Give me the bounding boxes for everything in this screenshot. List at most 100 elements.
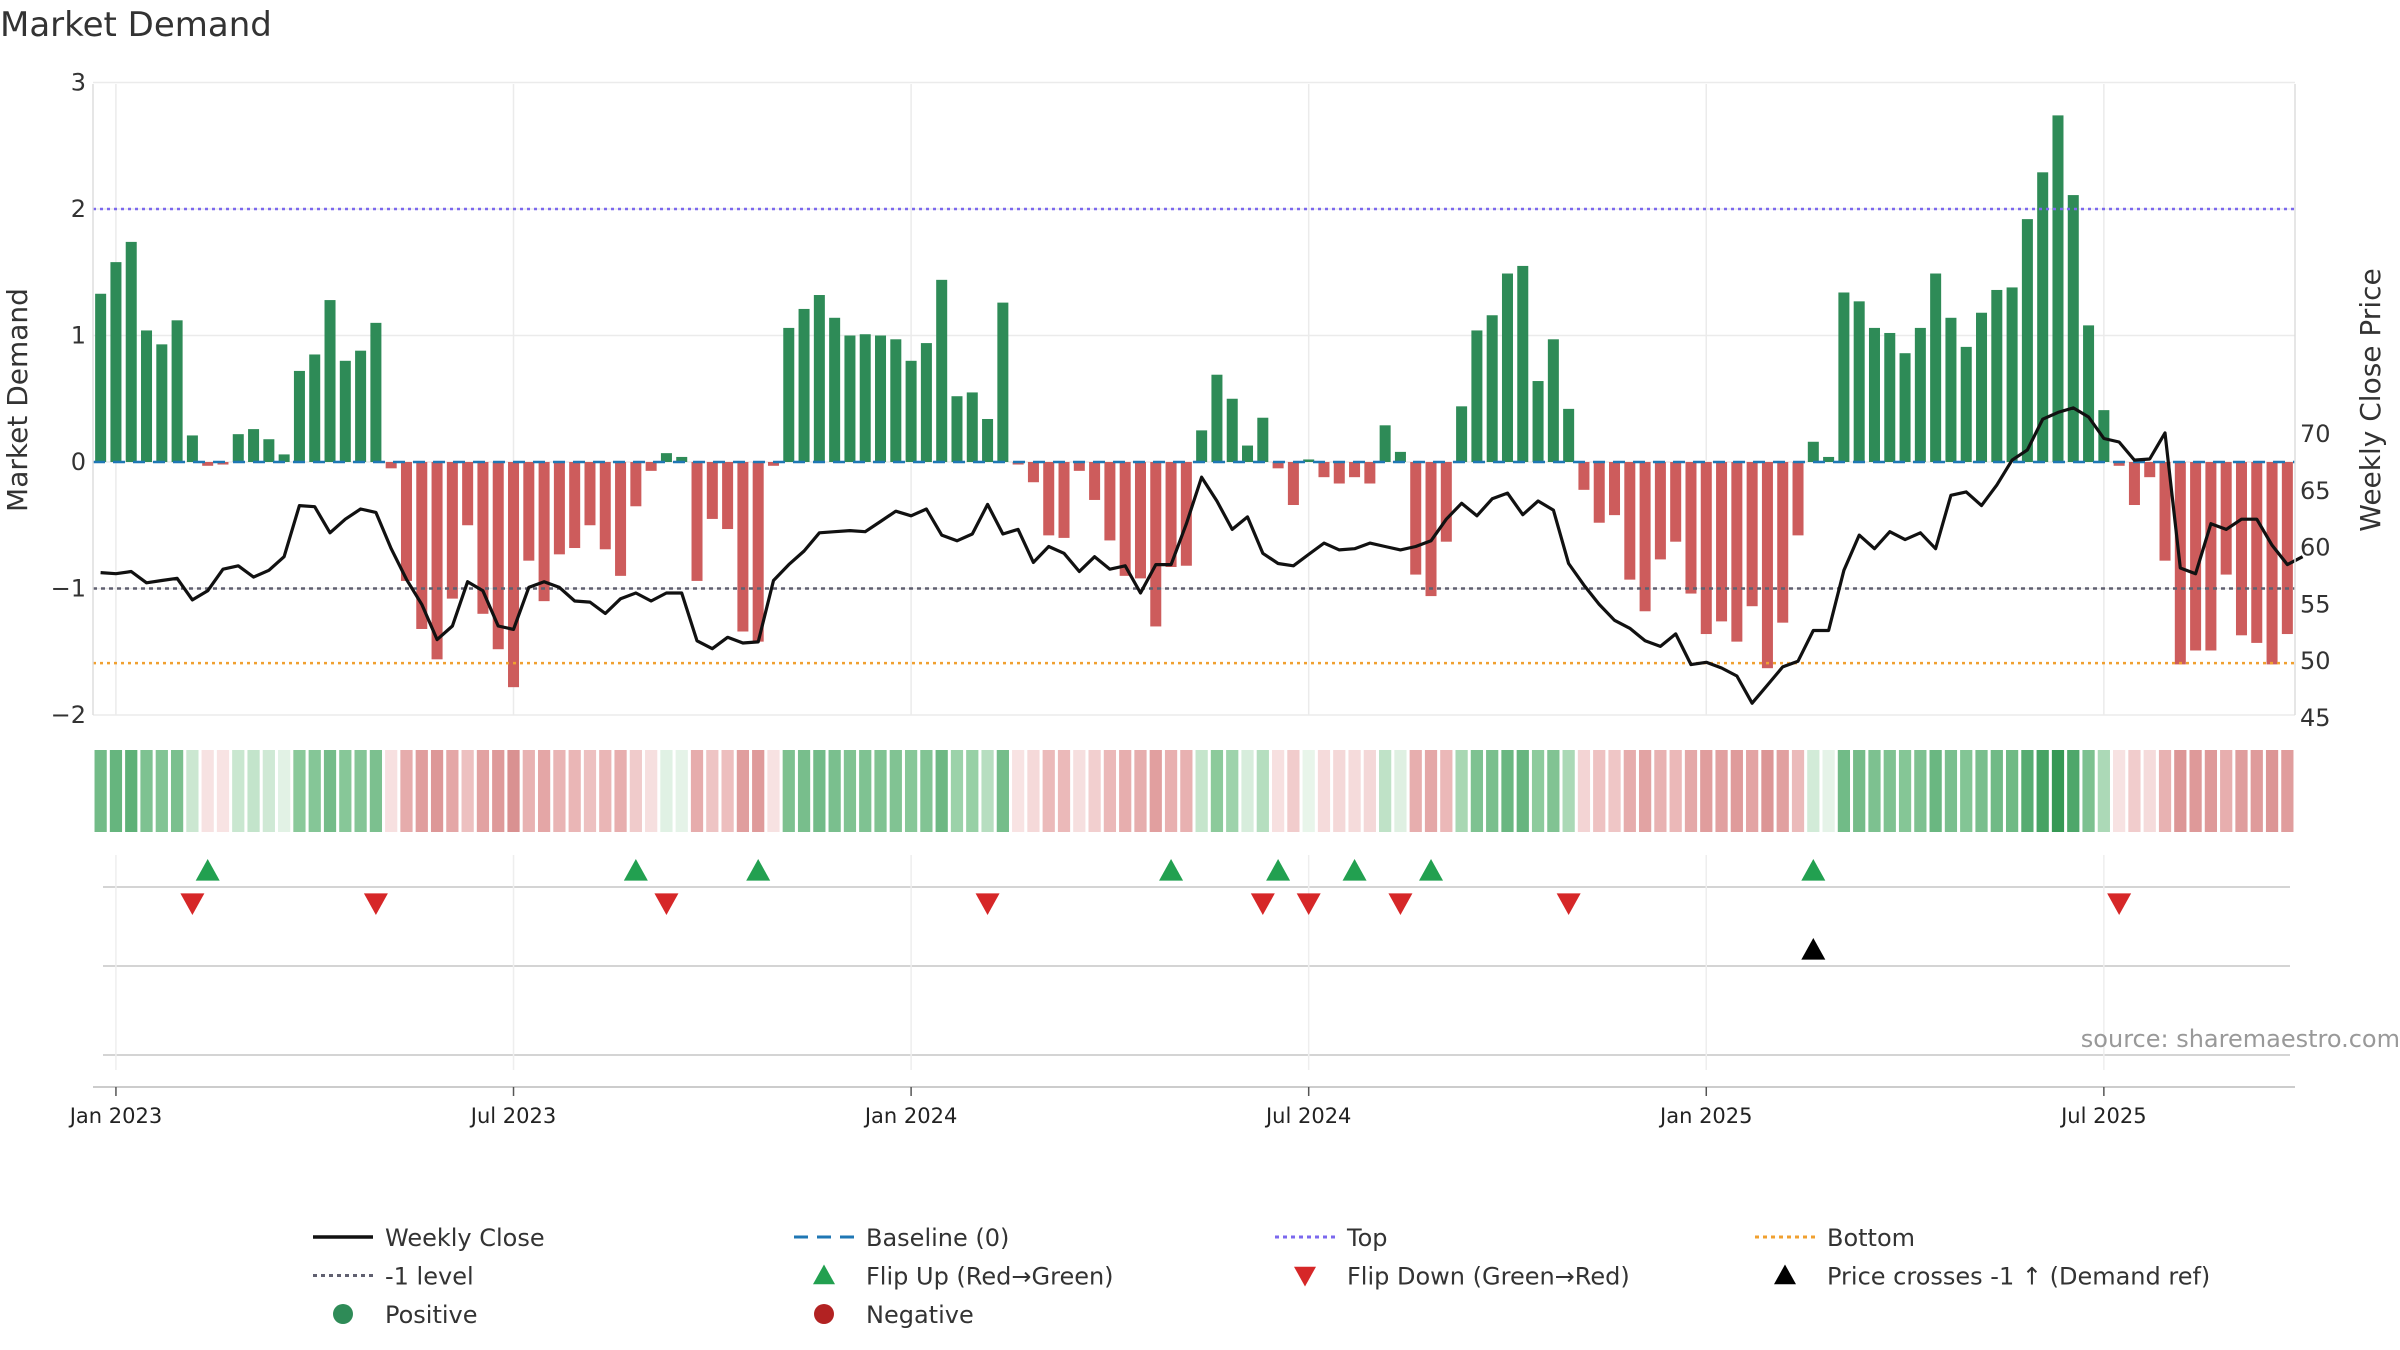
demand-bar: [1807, 441, 1819, 462]
heat-cell: [1715, 750, 1728, 832]
heat-cell: [1990, 750, 2003, 832]
heat-cell: [232, 750, 245, 832]
heat-cell: [645, 750, 658, 832]
demand-bar: [1104, 462, 1116, 541]
demand-bar: [584, 462, 596, 526]
demand-bar: [355, 350, 367, 462]
legend-label: Negative: [866, 1301, 974, 1329]
flip-up-marker: [1419, 859, 1444, 881]
heat-cell: [385, 750, 398, 832]
y2-tick-label: 70: [2300, 420, 2331, 448]
demand-bar: [2037, 172, 2049, 462]
demand-bar: [156, 344, 168, 462]
heat-cell: [170, 750, 184, 832]
heat-cell: [247, 750, 260, 832]
demand-bar: [1196, 430, 1208, 462]
demand-bar: [538, 462, 550, 602]
heat-cell: [400, 750, 413, 832]
heat-cell: [2158, 750, 2172, 832]
heat-cell: [507, 750, 520, 832]
heat-cell: [1363, 750, 1376, 832]
heat-cell: [201, 750, 214, 832]
demand-bar: [982, 418, 994, 462]
heat-cell: [904, 750, 918, 832]
flip-up-marker: [746, 859, 771, 881]
legend-label: Bottom: [1827, 1224, 1915, 1252]
demand-bar: [1532, 381, 1544, 462]
y-tick-label: 1: [71, 322, 86, 350]
demand-bar: [2205, 462, 2217, 651]
heat-cell: [1623, 750, 1636, 832]
demand-bar: [1624, 462, 1636, 580]
heat-cell: [813, 750, 826, 832]
heat-cell: [1562, 750, 1575, 832]
demand-bar: [1563, 408, 1575, 462]
heat-cell: [1394, 750, 1407, 832]
heat-cell: [186, 750, 199, 832]
legend-label: Weekly Close: [385, 1224, 545, 1252]
heat-cell: [1012, 750, 1025, 832]
demand-bar: [691, 462, 703, 581]
flip-down-marker: [2107, 893, 2132, 915]
heat-cell: [583, 750, 597, 832]
demand-bar: [660, 453, 672, 462]
y2-tick-label: 55: [2300, 590, 2331, 618]
demand-bar: [1211, 374, 1223, 462]
heat-cell: [323, 750, 337, 832]
y-tick-label: 0: [71, 448, 86, 476]
demand-bar: [1746, 462, 1758, 607]
demand-bar: [1012, 462, 1024, 465]
heat-cell: [125, 750, 138, 832]
heat-cell: [1164, 750, 1178, 832]
demand-bar: [217, 462, 229, 465]
heat-cell: [1210, 750, 1224, 832]
flip-up-marker: [623, 859, 648, 881]
demand-bar: [1960, 346, 1972, 462]
demand-bar: [890, 339, 902, 462]
heat-cell: [293, 750, 306, 832]
heat-cell: [1746, 750, 1759, 832]
demand-bar: [2067, 195, 2079, 462]
heat-cell: [1241, 750, 1254, 832]
heat-cell: [920, 750, 933, 832]
heat-cell: [1088, 750, 1101, 832]
demand-bar: [951, 396, 963, 462]
demand-bar: [2190, 462, 2202, 651]
x-tick-label: Jan 2025: [1658, 1104, 1753, 1128]
demand-bar: [202, 462, 214, 466]
heat-cell: [2174, 750, 2187, 832]
demand-bar: [263, 439, 275, 462]
demand-bar: [400, 462, 412, 581]
heat-cell: [1638, 750, 1652, 832]
demand-bar: [752, 462, 764, 642]
heat-cell: [767, 750, 780, 832]
demand-bar: [385, 462, 397, 469]
demand-bar: [905, 360, 917, 462]
heat-cell: [1654, 750, 1667, 832]
demand-bar: [1945, 317, 1957, 462]
demand-bar: [1501, 273, 1513, 462]
demand-bar: [1716, 462, 1728, 622]
heat-cell: [1547, 750, 1560, 832]
heat-cell: [1531, 750, 1545, 832]
demand-bar: [1226, 398, 1238, 462]
flip-up-marker: [1159, 859, 1184, 881]
heat-cell: [1057, 750, 1071, 832]
demand-bar: [232, 434, 244, 462]
heat-cell: [1960, 750, 1973, 832]
heat-cell: [996, 750, 1009, 832]
demand-bar: [2159, 462, 2171, 561]
y-tick-label: 3: [71, 69, 86, 97]
heat-cell: [706, 750, 719, 832]
demand-bar: [293, 370, 305, 462]
heat-cell: [1929, 750, 1942, 832]
demand-bar: [1303, 459, 1315, 462]
demand-bar: [936, 279, 948, 462]
flip-markers-panel: [103, 855, 2290, 1070]
heat-cell: [874, 750, 887, 832]
heat-cell: [1837, 750, 1851, 832]
demand-bar: [1043, 462, 1055, 536]
demand-bar: [1517, 265, 1529, 462]
demand-bar: [1394, 451, 1406, 462]
demand-bar: [1761, 462, 1773, 669]
